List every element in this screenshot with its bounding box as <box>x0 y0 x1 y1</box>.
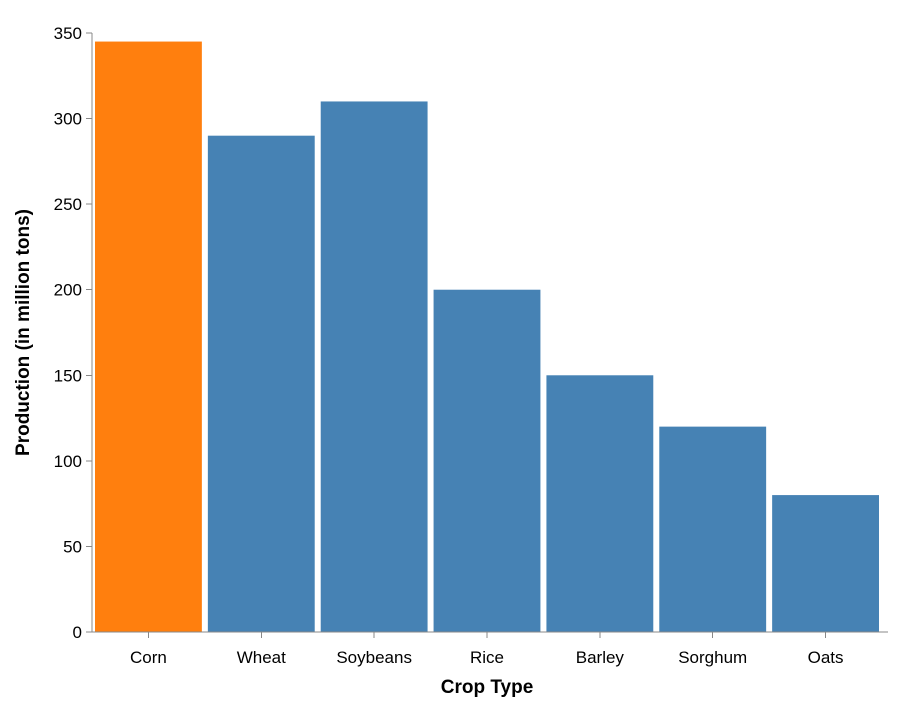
y-axis: 0 50 100 150 200 250 300 350 <box>54 24 93 642</box>
y-tick-label: 0 <box>73 623 82 642</box>
y-axis-title: Production (in million tons) <box>13 209 34 456</box>
bar-wheat <box>207 135 315 632</box>
x-tick-label: Sorghum <box>678 648 747 667</box>
bar-soybeans <box>320 101 428 632</box>
x-tick-label: Rice <box>470 648 504 667</box>
x-tick-label: Barley <box>576 648 625 667</box>
y-tick-label: 350 <box>54 24 82 43</box>
x-axis-title: Crop Type <box>441 677 534 698</box>
bar-oats <box>772 495 879 632</box>
y-tick-label: 100 <box>54 452 82 471</box>
bar-corn <box>95 41 202 633</box>
y-tick-label: 150 <box>54 366 82 385</box>
y-tick-label: 50 <box>63 537 82 556</box>
y-tick-label: 250 <box>54 195 82 214</box>
bar-barley <box>546 375 654 632</box>
x-tick-label: Wheat <box>237 648 286 667</box>
bars-layer <box>95 41 879 633</box>
x-tick-label: Soybeans <box>336 648 412 667</box>
x-tick-label: Corn <box>130 648 167 667</box>
x-tick-label: Oats <box>808 648 844 667</box>
y-tick-label: 200 <box>54 281 82 300</box>
bar-sorghum <box>659 426 767 632</box>
y-tick-label: 300 <box>54 110 82 129</box>
bar-rice <box>433 289 541 632</box>
x-axis: Corn Wheat Soybeans Rice Barley Sorghum Oats <box>92 631 888 667</box>
